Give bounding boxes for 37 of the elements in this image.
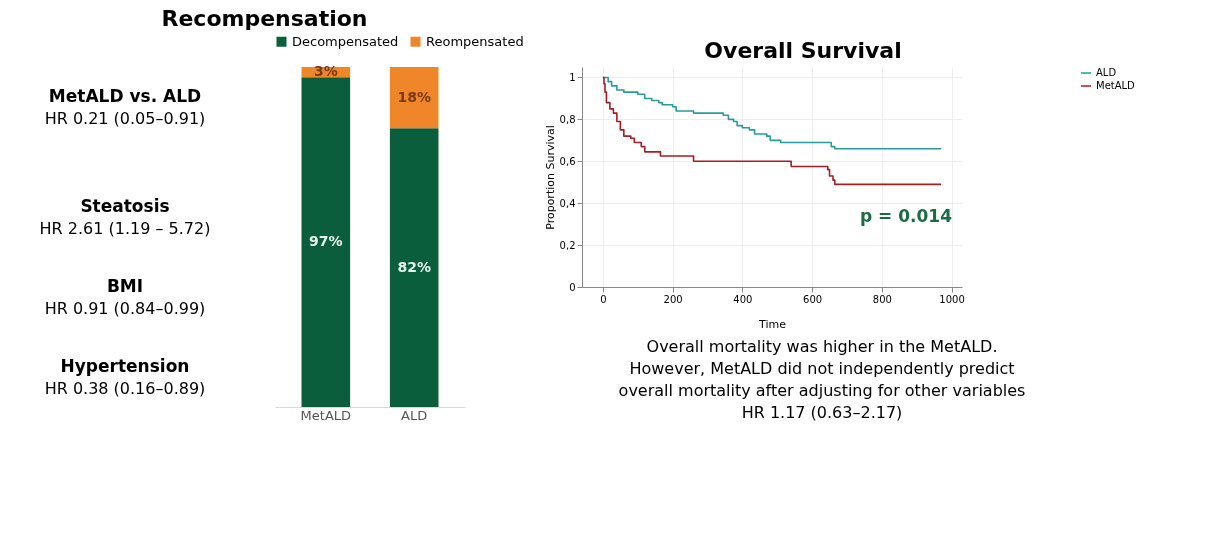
x-axis-title: Time — [758, 317, 787, 331]
y-tick-label: 0,4 — [559, 197, 576, 209]
text: Steatosis — [80, 196, 170, 216]
legend-label: ALD — [1096, 67, 1117, 78]
x-tick-label: 200 — [663, 293, 683, 305]
text: MetALD vs. ALD — [48, 86, 202, 106]
legend-label: Reompensated — [426, 33, 524, 49]
chart-title: Recompensation — [161, 6, 368, 31]
y-tick-label: 1 — [569, 71, 576, 83]
text: Overall mortality was higher in the MetALD. — [646, 337, 998, 356]
text: HR 1.17 (0.63–2.17) — [741, 403, 903, 422]
legend-label: Decompensated — [292, 33, 399, 49]
y-axis-title: Proportion Survival — [543, 125, 557, 230]
data-label: 3% — [313, 63, 338, 80]
x-tick-label: 1000 — [939, 293, 965, 305]
data-label: 82% — [397, 258, 431, 275]
chart-title: Overall Survival — [704, 38, 902, 63]
x-tick-label: 400 — [733, 293, 753, 305]
text: HR 0.38 (0.16–0.89) — [44, 379, 206, 398]
y-tick-label: 0 — [569, 281, 576, 293]
text: HR 2.61 (1.19 – 5.72) — [39, 219, 211, 238]
annotation: p = 0.014 — [859, 206, 953, 226]
y-tick-label: 0,2 — [559, 239, 576, 251]
y-tick-label: 0,8 — [559, 113, 576, 125]
text: However, MetALD did not independently predict — [629, 359, 1015, 378]
x-tick-label: 600 — [803, 293, 823, 305]
x-tick-label: 800 — [872, 293, 892, 305]
text: Hypertension — [60, 356, 190, 376]
data-label: 18% — [397, 88, 431, 105]
text: HR 0.21 (0.05–0.91) — [44, 109, 206, 128]
text: HR 0.91 (0.84–0.99) — [44, 299, 206, 318]
x-tick-label: 0 — [600, 293, 607, 305]
y-tick-label: 0,6 — [559, 155, 576, 167]
text: overall mortality after adjusting for other variables — [618, 381, 1026, 400]
data-label: 97% — [309, 233, 343, 250]
legend-label: MetALD — [1096, 80, 1136, 91]
text: BMI — [106, 276, 144, 296]
